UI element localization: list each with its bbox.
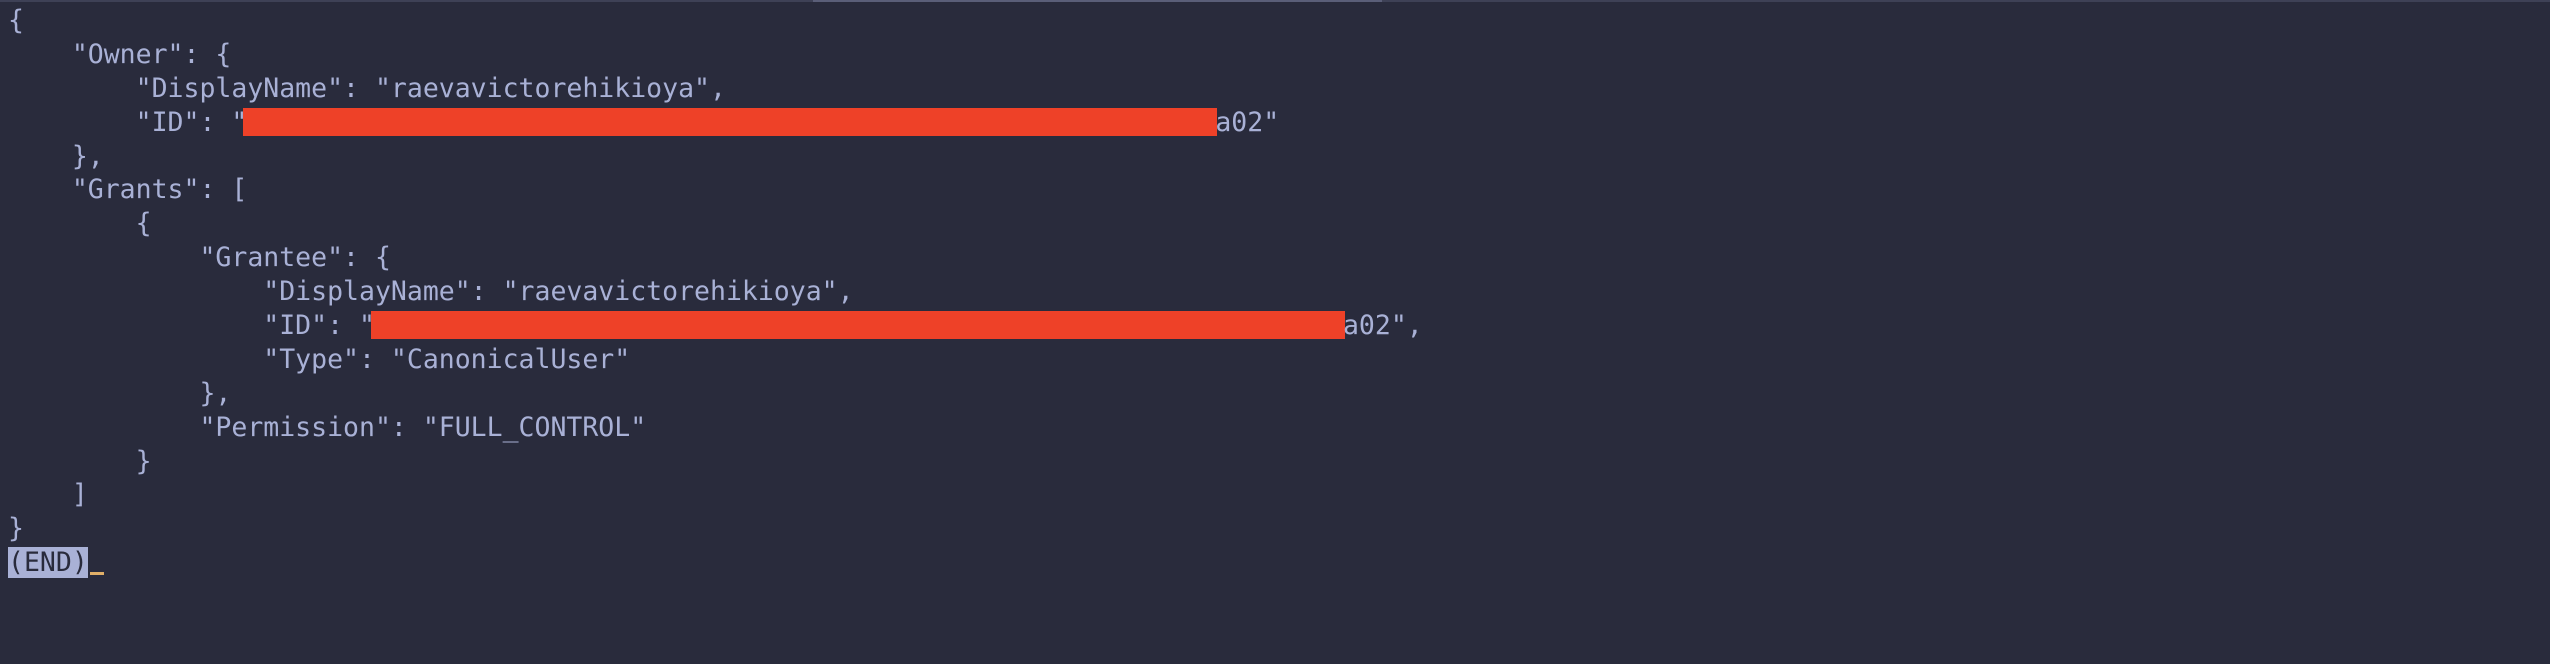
output-line: "Permission": "FULL_CONTROL": [8, 411, 1423, 445]
line-text: {: [8, 208, 152, 240]
line-text: "Owner": {: [8, 38, 232, 70]
output-line: "Type": "CanonicalUser": [8, 343, 1423, 377]
output-line: "DisplayName": "raevavictorehikioya",: [8, 72, 1423, 106]
line-text: "ID": ": [8, 106, 248, 138]
line-text: "ID": ": [8, 310, 375, 342]
terminal-output: { "Owner": { "DisplayName": "raevavictor…: [8, 4, 1423, 580]
line-text: "DisplayName": "raevavictorehikioya",: [8, 72, 726, 104]
output-line: "Grants": [: [8, 173, 1423, 207]
output-line: {: [8, 207, 1423, 241]
line-text: ]: [8, 479, 88, 511]
output-line: }: [8, 512, 1423, 546]
output-line: {: [8, 4, 1423, 38]
line-text: a02": [1215, 106, 1280, 138]
redaction: [243, 107, 1218, 136]
line-text: },: [8, 377, 232, 409]
line-text: "Type": "CanonicalUser": [8, 343, 631, 375]
cursor: [89, 572, 104, 576]
output-line: "Owner": {: [8, 38, 1423, 72]
output-line: "ID": " a02",: [8, 309, 1423, 343]
output-line: "DisplayName": "raevavictorehikioya",: [8, 275, 1423, 309]
output-line: },: [8, 140, 1423, 174]
output-line: },: [8, 377, 1423, 411]
tab-indicator: [813, 0, 1382, 2]
line-text: "Grants": [: [8, 174, 248, 206]
line-text: }: [8, 445, 152, 477]
line-text: a02",: [1342, 310, 1423, 342]
output-line: ]: [8, 478, 1423, 512]
line-text: }: [8, 513, 24, 545]
output-line: }: [8, 445, 1423, 479]
output-line: "ID": " a02": [8, 106, 1423, 140]
pager-prompt: (END): [8, 547, 88, 579]
line-text: "Permission": "FULL_CONTROL": [8, 411, 647, 443]
line-text: "Grantee": {: [8, 242, 391, 274]
line-text: },: [8, 140, 104, 172]
output-line: "Grantee": {: [8, 241, 1423, 275]
prompt-line: (END): [8, 546, 1423, 580]
line-text: {: [8, 5, 24, 36]
redaction: [370, 311, 1345, 340]
line-text: "DisplayName": "raevavictorehikioya",: [8, 276, 854, 308]
